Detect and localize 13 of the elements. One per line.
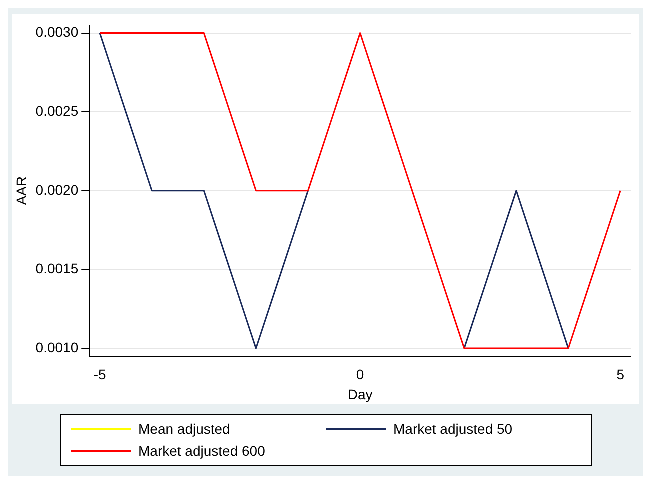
x-axis-title: Day (348, 386, 373, 402)
legend-label: Mean adjusted (138, 421, 230, 437)
y-axis-title: AAR (13, 176, 30, 206)
x-tick-label: 0 (356, 366, 364, 383)
y-tick-label: 0.0010 (36, 339, 79, 356)
legend-label: Market adjusted 600 (138, 443, 266, 459)
y-tick-label: 0.0025 (36, 102, 79, 119)
y-tick-label: 0.0015 (36, 260, 79, 277)
x-tick-label: -5 (94, 366, 106, 383)
legend-label: Market adjusted 50 (394, 421, 513, 437)
y-tick-label: 0.0020 (36, 182, 79, 198)
y-tick-label: 0.0030 (36, 24, 79, 40)
x-tick-label: 5 (616, 366, 625, 383)
